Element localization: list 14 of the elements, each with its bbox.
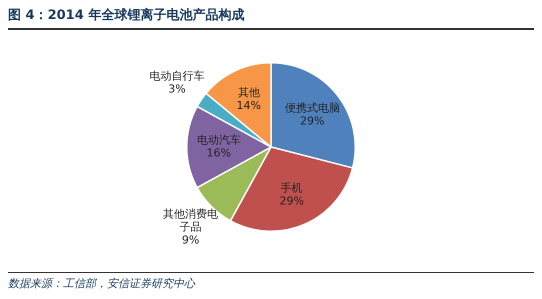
chart-title: 图 4：2014 年全球锂离子电池产品构成 — [8, 6, 534, 30]
slice-label: 手机 — [280, 181, 303, 194]
data-label: 29% — [280, 194, 304, 208]
data-label: 29% — [300, 114, 324, 128]
data-label: 14% — [236, 99, 261, 112]
slice-label: 电动自行车 — [149, 69, 204, 82]
slice-label: 电动汽车 — [196, 133, 241, 146]
slice-label: 其他 — [238, 86, 260, 100]
data-label: 3% — [168, 82, 186, 96]
source-note: 数据来源：工信部，安信证券研究中心 — [8, 272, 534, 291]
slice-label: 其他消费电子品 — [163, 207, 218, 234]
data-label: 9% — [182, 233, 200, 246]
data-label: 16% — [206, 146, 231, 160]
slice-label: 便携式电脑 — [284, 101, 340, 114]
